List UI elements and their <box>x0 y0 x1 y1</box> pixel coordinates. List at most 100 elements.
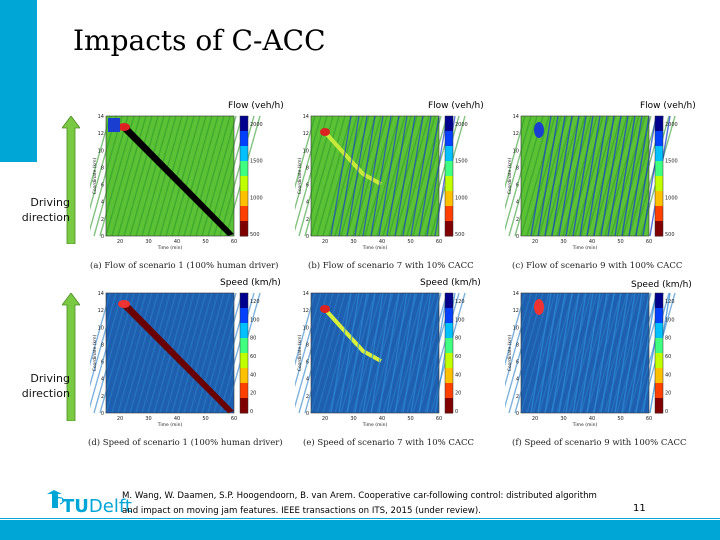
heatmap-texture <box>322 292 358 414</box>
corner-accent-block <box>0 0 37 162</box>
panel-e-speed-scenario-7: 14 12 10 8 6 4 2 0 20 30 40 50 60 Time (min) Coordinat… <box>295 289 475 431</box>
heatmap-texture <box>111 115 147 237</box>
cacc-streak <box>558 292 580 414</box>
y-tick-label: 0 <box>516 411 519 417</box>
direction-word-1: Driving <box>30 372 70 385</box>
colorbar-segment <box>445 116 453 132</box>
heatmap-texture <box>135 292 171 414</box>
heatmap-texture <box>129 115 165 237</box>
x-tick-label: 60 <box>646 239 652 245</box>
y-tick-label: 4 <box>516 377 519 383</box>
x-axis-label: Time (min) <box>362 422 388 428</box>
heatmap-texture <box>177 292 213 414</box>
y-tick-label: 10 <box>303 148 309 154</box>
heatmap-texture <box>505 115 526 190</box>
plot-frame <box>105 115 235 237</box>
colorbar-frame <box>654 292 664 414</box>
colorbar-segment <box>445 383 453 399</box>
panel-b-caption: (b) Flow of scenario 7 with 10% CACC <box>308 261 474 271</box>
driving-direction-label-bottom: Driving direction <box>14 371 70 401</box>
x-axis-label: Time (min) <box>572 245 598 251</box>
colorbar-segment <box>655 368 663 384</box>
colorbar-segment <box>655 191 663 207</box>
y-tick-label: 8 <box>306 165 309 171</box>
cacc-streak <box>628 292 650 414</box>
y-tick-label: 10 <box>98 325 104 331</box>
colorbar-segment <box>445 131 453 147</box>
heatmap-texture <box>165 115 201 237</box>
colorbar-segment <box>655 176 663 192</box>
colorbar-segment <box>655 353 663 369</box>
colorbar-segment <box>240 353 248 369</box>
cacc-streak <box>338 292 360 414</box>
plot-frame <box>520 292 650 414</box>
colorbar-segment <box>655 338 663 354</box>
heatmap-texture <box>295 115 322 211</box>
cacc-streak <box>593 115 615 237</box>
y-tick-label: 8 <box>306 342 309 348</box>
cacc-streak <box>394 115 416 237</box>
colorbar-tick-label: 100 <box>455 317 465 323</box>
heatmap-texture <box>592 115 628 237</box>
heatmap-texture <box>514 292 550 414</box>
colorbar-tick-label: 80 <box>455 336 461 342</box>
cacc-streak <box>621 292 643 414</box>
jam-origin <box>118 300 130 308</box>
colorbar-segment <box>445 221 453 237</box>
cacc-streak <box>621 115 643 237</box>
cacc-streak <box>593 292 615 414</box>
colorbar-segment <box>240 383 248 399</box>
cacc-streak <box>346 115 368 237</box>
colorbar-tick-label: 2000 <box>665 122 678 128</box>
heatmap-texture <box>634 115 670 237</box>
heatmap-texture <box>505 292 532 388</box>
heatmap-texture <box>195 292 231 414</box>
colorbar-tick-label: 120 <box>455 299 465 305</box>
cacc-streak <box>530 115 552 237</box>
cacc-streak <box>551 115 573 237</box>
colorbar-segment <box>240 146 248 162</box>
colorbar-segment <box>445 161 453 177</box>
heatmap-texture <box>550 292 586 414</box>
cacc-streak <box>354 115 376 237</box>
colorbar-segment <box>655 161 663 177</box>
heatmap-texture <box>165 292 201 414</box>
y-axis-label: Coordinate (km) <box>92 157 98 194</box>
y-tick-label: 14 <box>303 114 309 120</box>
x-axis-label: Time (min) <box>157 422 183 428</box>
jam-origin <box>320 128 330 136</box>
heatmap-texture <box>364 115 400 237</box>
heatmap-texture <box>388 115 424 237</box>
x-tick-label: 40 <box>589 416 595 422</box>
heatmap-texture <box>370 115 406 237</box>
y-tick-label: 6 <box>516 183 519 189</box>
colorbar-segment <box>655 323 663 339</box>
heatmap-texture <box>340 115 376 237</box>
x-tick-label: 50 <box>617 239 623 245</box>
x-tick-label: 50 <box>617 416 623 422</box>
x-tick-label: 40 <box>589 239 595 245</box>
heatmap-texture <box>310 115 346 237</box>
y-tick-label: 0 <box>306 234 309 240</box>
panel-b-quantity-label: Flow (veh/h) <box>428 101 484 111</box>
x-tick-label: 50 <box>407 239 413 245</box>
colorbar-tick-label: 1000 <box>455 195 468 201</box>
colorbar-segment <box>240 368 248 384</box>
cacc-streak <box>565 115 587 237</box>
y-tick-label: 10 <box>513 325 519 331</box>
x-tick-label: 40 <box>379 416 385 422</box>
colorbar-segment <box>445 206 453 222</box>
y-tick-label: 6 <box>516 360 519 366</box>
x-tick-label: 60 <box>231 239 237 245</box>
tudelft-flame-icon <box>47 490 65 508</box>
cacc-streak <box>537 292 559 414</box>
driving-direction-label-top: Driving direction <box>14 195 70 225</box>
colorbar-tick-label: 20 <box>455 391 461 397</box>
y-tick-label: 0 <box>101 411 104 417</box>
cacc-streak <box>426 115 448 237</box>
colorbar-segment <box>445 353 453 369</box>
x-tick-label: 30 <box>350 416 356 422</box>
colorbar-segment <box>240 308 248 324</box>
heatmap-texture <box>580 115 616 237</box>
colorbar-tick-label: 1000 <box>665 195 678 201</box>
